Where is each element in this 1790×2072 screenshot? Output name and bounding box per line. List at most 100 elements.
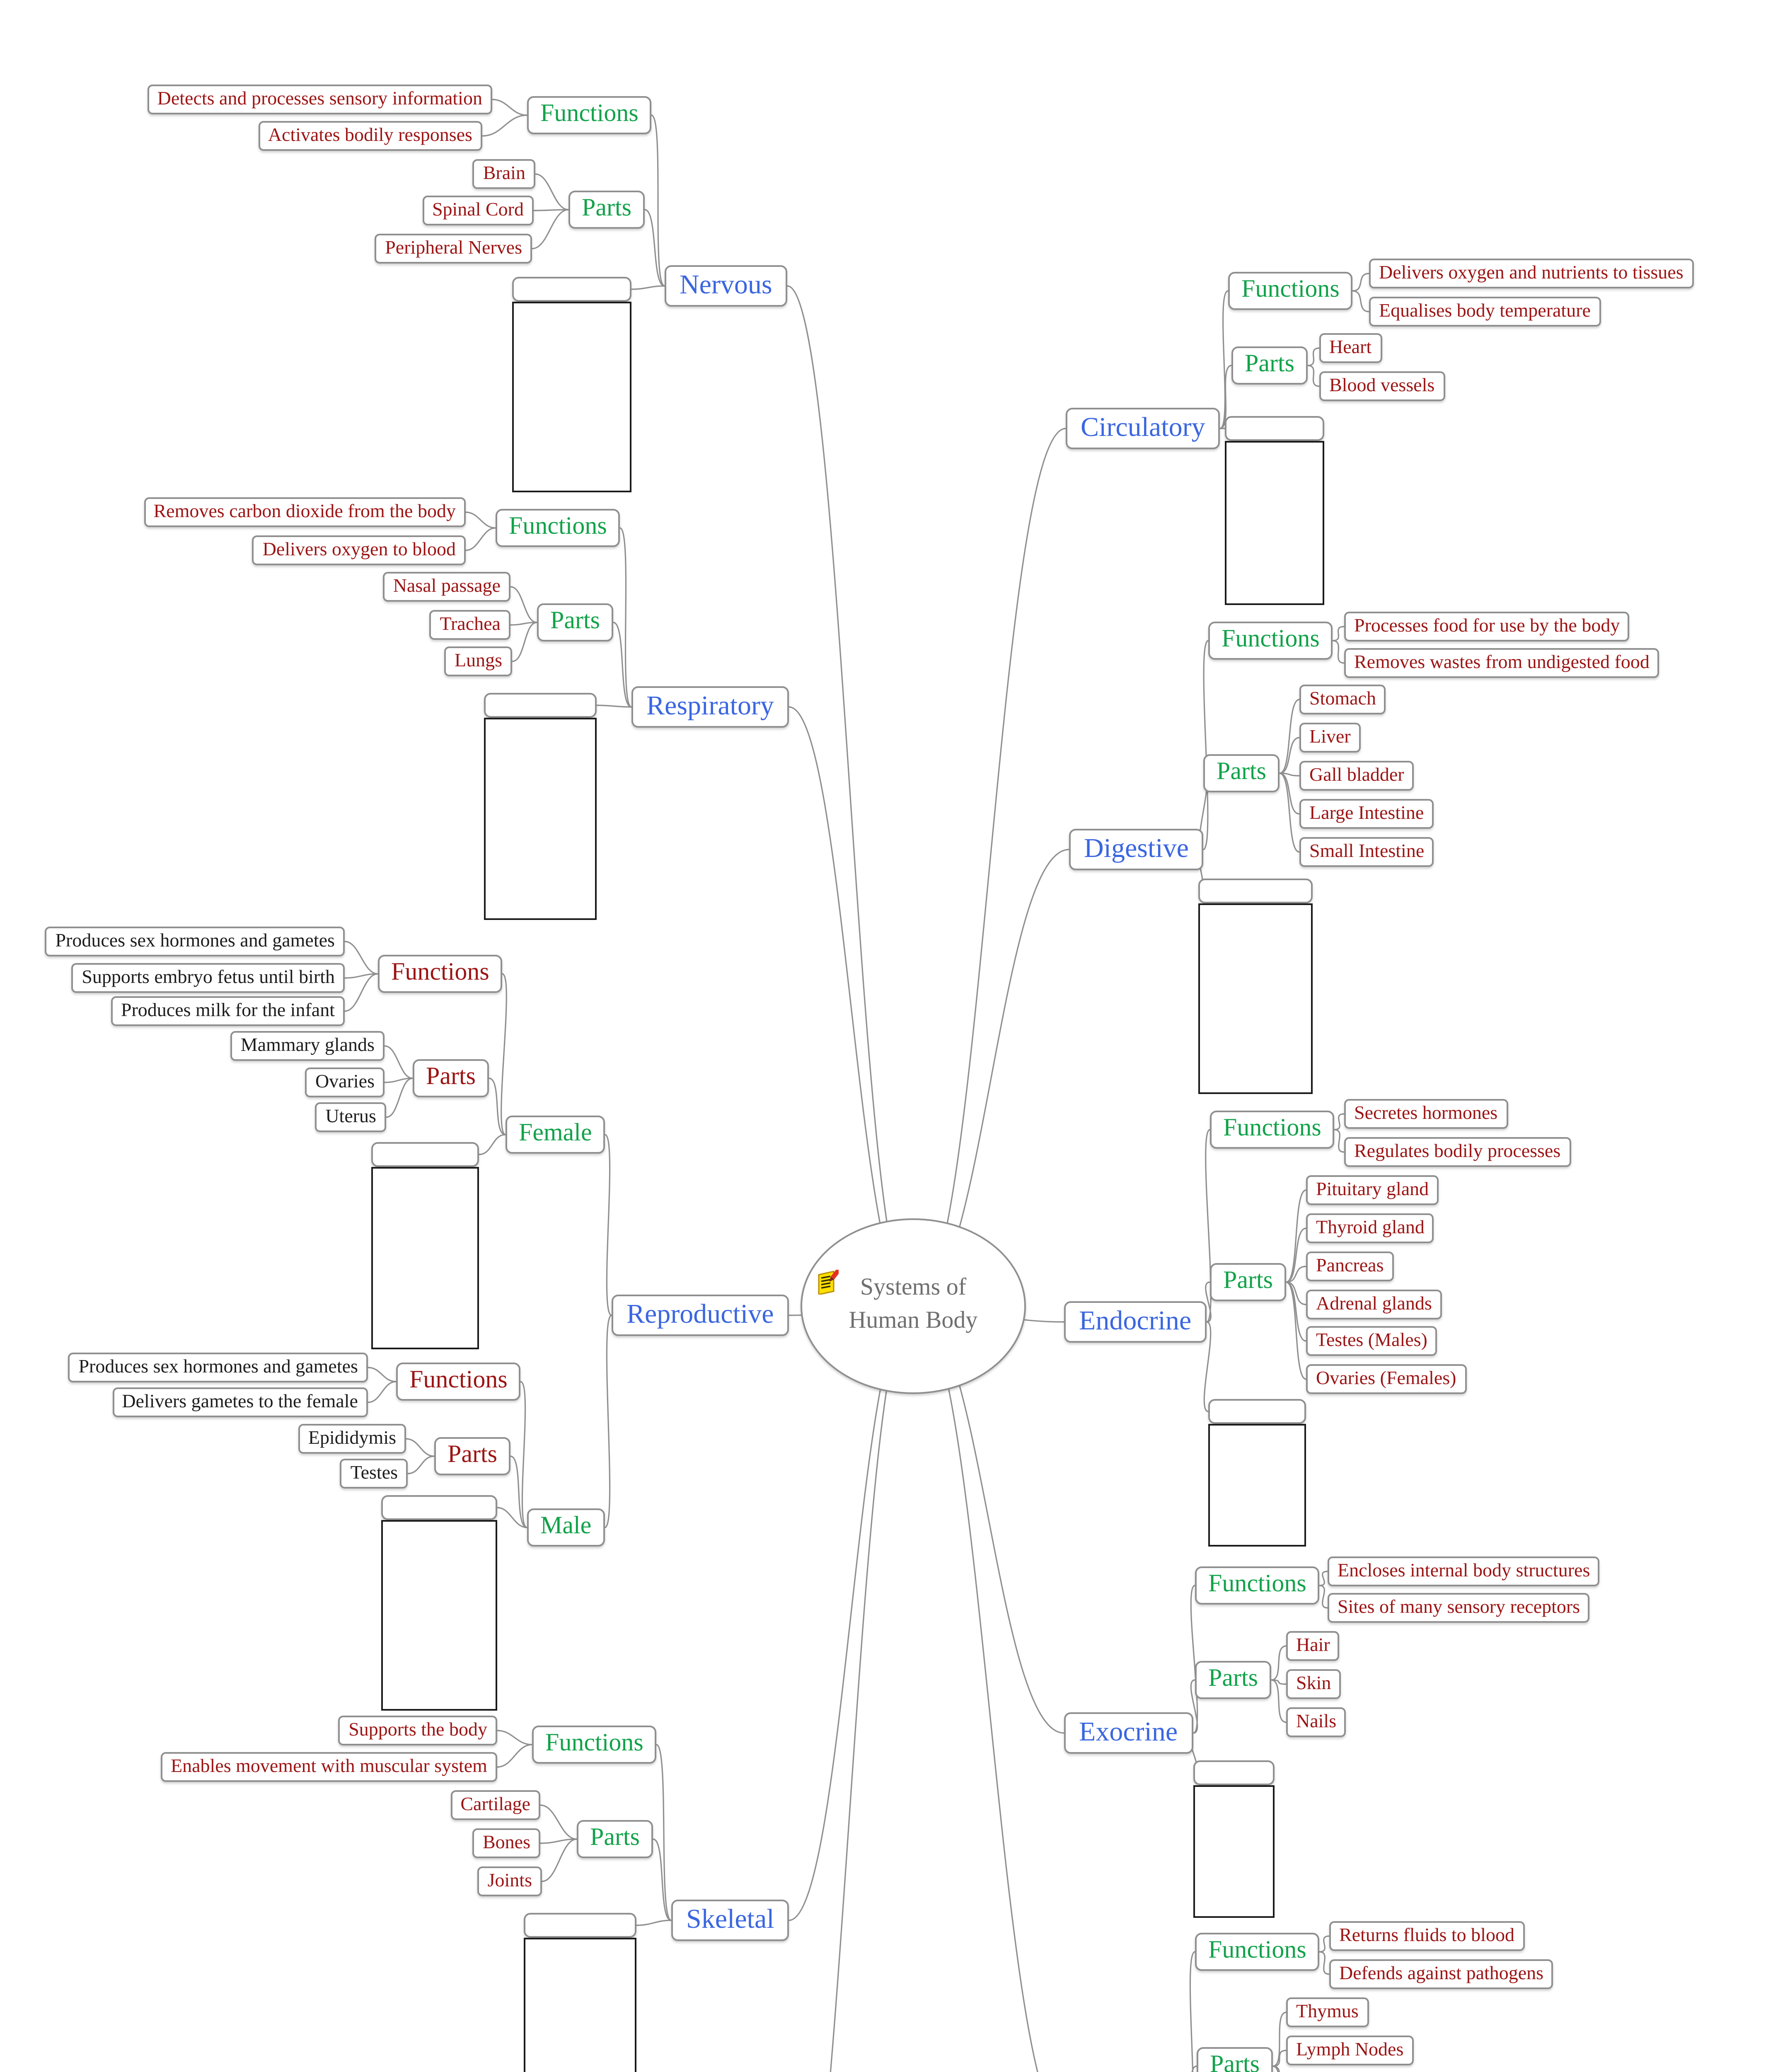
function-leaf[interactable]: Delivers gametes to the female: [112, 1387, 368, 1418]
parts-node-skeletal[interactable]: Parts: [577, 1820, 653, 1859]
function-leaf[interactable]: Detects and processes sensory informatio…: [147, 85, 492, 115]
image-node-male[interactable]: [381, 1495, 497, 1520]
part-leaf[interactable]: Pancreas: [1306, 1251, 1394, 1282]
functions-node-immune[interactable]: Functions: [1195, 1933, 1320, 1971]
part-leaf[interactable]: Hair: [1286, 1631, 1340, 1661]
function-leaf[interactable]: Supports embryo fetus until birth: [72, 963, 345, 993]
function-leaf[interactable]: Returns fluids to blood: [1329, 1921, 1524, 1951]
function-leaf[interactable]: Produces milk for the infant: [111, 996, 345, 1026]
part-leaf[interactable]: Lymph Nodes: [1286, 2036, 1414, 2066]
system-node-digestive[interactable]: Digestive: [1069, 829, 1204, 870]
function-leaf[interactable]: Equalises body temperature: [1369, 297, 1601, 327]
image-node-endocrine[interactable]: [1208, 1399, 1306, 1424]
function-leaf[interactable]: Defends against pathogens: [1329, 1959, 1554, 1990]
functions-node-nervous[interactable]: Functions: [527, 96, 652, 135]
functions-node-female[interactable]: Functions: [378, 955, 503, 993]
function-leaf[interactable]: Delivers oxygen to blood: [252, 535, 466, 566]
function-leaf[interactable]: Supports the body: [339, 1716, 497, 1746]
part-leaf[interactable]: Cartilage: [450, 1790, 540, 1820]
function-leaf[interactable]: Secretes hormones: [1344, 1099, 1508, 1129]
function-leaf[interactable]: Processes food for use by the body: [1344, 612, 1630, 642]
functions-node-endocrine[interactable]: Functions: [1210, 1111, 1335, 1149]
part-leaf[interactable]: Large Intestine: [1299, 799, 1434, 829]
subsystem-node-male[interactable]: Male: [527, 1508, 605, 1547]
part-leaf[interactable]: Uterus: [315, 1102, 386, 1133]
part-leaf[interactable]: Ovaries (Females): [1306, 1364, 1466, 1394]
part-leaf[interactable]: Nails: [1286, 1707, 1347, 1738]
system-node-reproductive[interactable]: Reproductive: [612, 1295, 789, 1336]
image-placeholder-male[interactable]: [381, 1520, 497, 1711]
image-node-circulatory[interactable]: [1225, 416, 1324, 441]
system-node-endocrine[interactable]: Endocrine: [1064, 1301, 1207, 1343]
system-node-respiratory[interactable]: Respiratory: [631, 686, 789, 728]
part-leaf[interactable]: Small Intestine: [1299, 837, 1434, 867]
image-node-nervous[interactable]: [512, 277, 631, 302]
parts-node-digestive[interactable]: Parts: [1203, 754, 1280, 793]
part-leaf[interactable]: Thymus: [1286, 1997, 1369, 2028]
central-topic[interactable]: Systems of Human Body: [801, 1218, 1026, 1394]
part-leaf[interactable]: Spinal Cord: [422, 196, 534, 226]
parts-node-exocrine[interactable]: Parts: [1195, 1661, 1271, 1699]
image-node-digestive[interactable]: [1198, 879, 1313, 903]
parts-node-endocrine[interactable]: Parts: [1210, 1263, 1286, 1302]
function-leaf[interactable]: Delivers oxygen and nutrients to tissues: [1369, 259, 1693, 289]
functions-node-exocrine[interactable]: Functions: [1195, 1566, 1320, 1605]
parts-node-male[interactable]: Parts: [434, 1437, 510, 1476]
note-icon[interactable]: [817, 1270, 839, 1295]
part-leaf[interactable]: Thyroid gland: [1306, 1213, 1434, 1244]
system-node-exocrine[interactable]: Exocrine: [1064, 1712, 1193, 1754]
part-leaf[interactable]: Testes (Males): [1306, 1326, 1437, 1356]
part-leaf[interactable]: Lungs: [445, 646, 512, 677]
part-leaf[interactable]: Nasal passage: [383, 572, 510, 602]
part-leaf[interactable]: Ovaries: [305, 1067, 385, 1098]
function-leaf[interactable]: Produces sex hormones and gametes: [45, 927, 345, 957]
part-leaf[interactable]: Brain: [473, 159, 535, 189]
function-leaf[interactable]: Produces sex hormones and gametes: [68, 1353, 368, 1383]
parts-node-respiratory[interactable]: Parts: [537, 603, 613, 642]
parts-node-immune[interactable]: Parts: [1197, 2047, 1273, 2072]
functions-node-skeletal[interactable]: Functions: [532, 1726, 657, 1764]
function-leaf[interactable]: Removes carbon dioxide from the body: [143, 497, 466, 528]
image-node-female[interactable]: [371, 1142, 479, 1167]
function-leaf[interactable]: Encloses internal body structures: [1328, 1556, 1600, 1587]
image-placeholder-endocrine[interactable]: [1208, 1424, 1306, 1547]
image-placeholder-respiratory[interactable]: [484, 718, 597, 920]
image-placeholder-female[interactable]: [371, 1167, 479, 1349]
system-node-circulatory[interactable]: Circulatory: [1066, 408, 1220, 449]
system-node-nervous[interactable]: Nervous: [665, 265, 787, 307]
function-leaf[interactable]: Sites of many sensory receptors: [1328, 1593, 1590, 1623]
parts-node-female[interactable]: Parts: [413, 1059, 489, 1098]
part-leaf[interactable]: Heart: [1319, 333, 1382, 363]
function-leaf[interactable]: Removes wastes from undigested food: [1344, 648, 1659, 678]
function-leaf[interactable]: Enables movement with muscular system: [161, 1752, 497, 1782]
part-leaf[interactable]: Epididymis: [298, 1424, 406, 1454]
function-leaf[interactable]: Regulates bodily processes: [1344, 1137, 1571, 1167]
part-leaf[interactable]: Gall bladder: [1299, 761, 1414, 791]
functions-node-respiratory[interactable]: Functions: [496, 509, 620, 547]
part-leaf[interactable]: Skin: [1286, 1669, 1341, 1699]
function-leaf[interactable]: Activates bodily responses: [258, 121, 482, 151]
part-leaf[interactable]: Stomach: [1299, 685, 1386, 715]
part-leaf[interactable]: Testes: [340, 1459, 408, 1489]
parts-node-nervous[interactable]: Parts: [568, 191, 645, 229]
functions-node-circulatory[interactable]: Functions: [1228, 272, 1353, 310]
image-node-exocrine[interactable]: [1193, 1760, 1275, 1785]
image-placeholder-skeletal[interactable]: [524, 1938, 636, 2072]
image-placeholder-circulatory[interactable]: [1225, 441, 1324, 605]
part-leaf[interactable]: Adrenal glands: [1306, 1290, 1442, 1320]
image-node-respiratory[interactable]: [484, 693, 597, 718]
image-placeholder-digestive[interactable]: [1198, 903, 1313, 1094]
part-leaf[interactable]: Peripheral Nerves: [375, 234, 532, 264]
parts-node-circulatory[interactable]: Parts: [1231, 346, 1308, 385]
part-leaf[interactable]: Bones: [473, 1828, 540, 1859]
part-leaf[interactable]: Liver: [1299, 723, 1361, 753]
part-leaf[interactable]: Trachea: [430, 610, 510, 640]
part-leaf[interactable]: Mammary glands: [230, 1031, 385, 1061]
system-node-skeletal[interactable]: Skeletal: [671, 1900, 789, 1941]
image-placeholder-exocrine[interactable]: [1193, 1785, 1275, 1918]
image-placeholder-nervous[interactable]: [512, 302, 631, 492]
part-leaf[interactable]: Joints: [477, 1866, 542, 1897]
part-leaf[interactable]: Pituitary gland: [1306, 1175, 1439, 1205]
functions-node-digestive[interactable]: Functions: [1208, 622, 1333, 660]
part-leaf[interactable]: Blood vessels: [1319, 371, 1445, 402]
